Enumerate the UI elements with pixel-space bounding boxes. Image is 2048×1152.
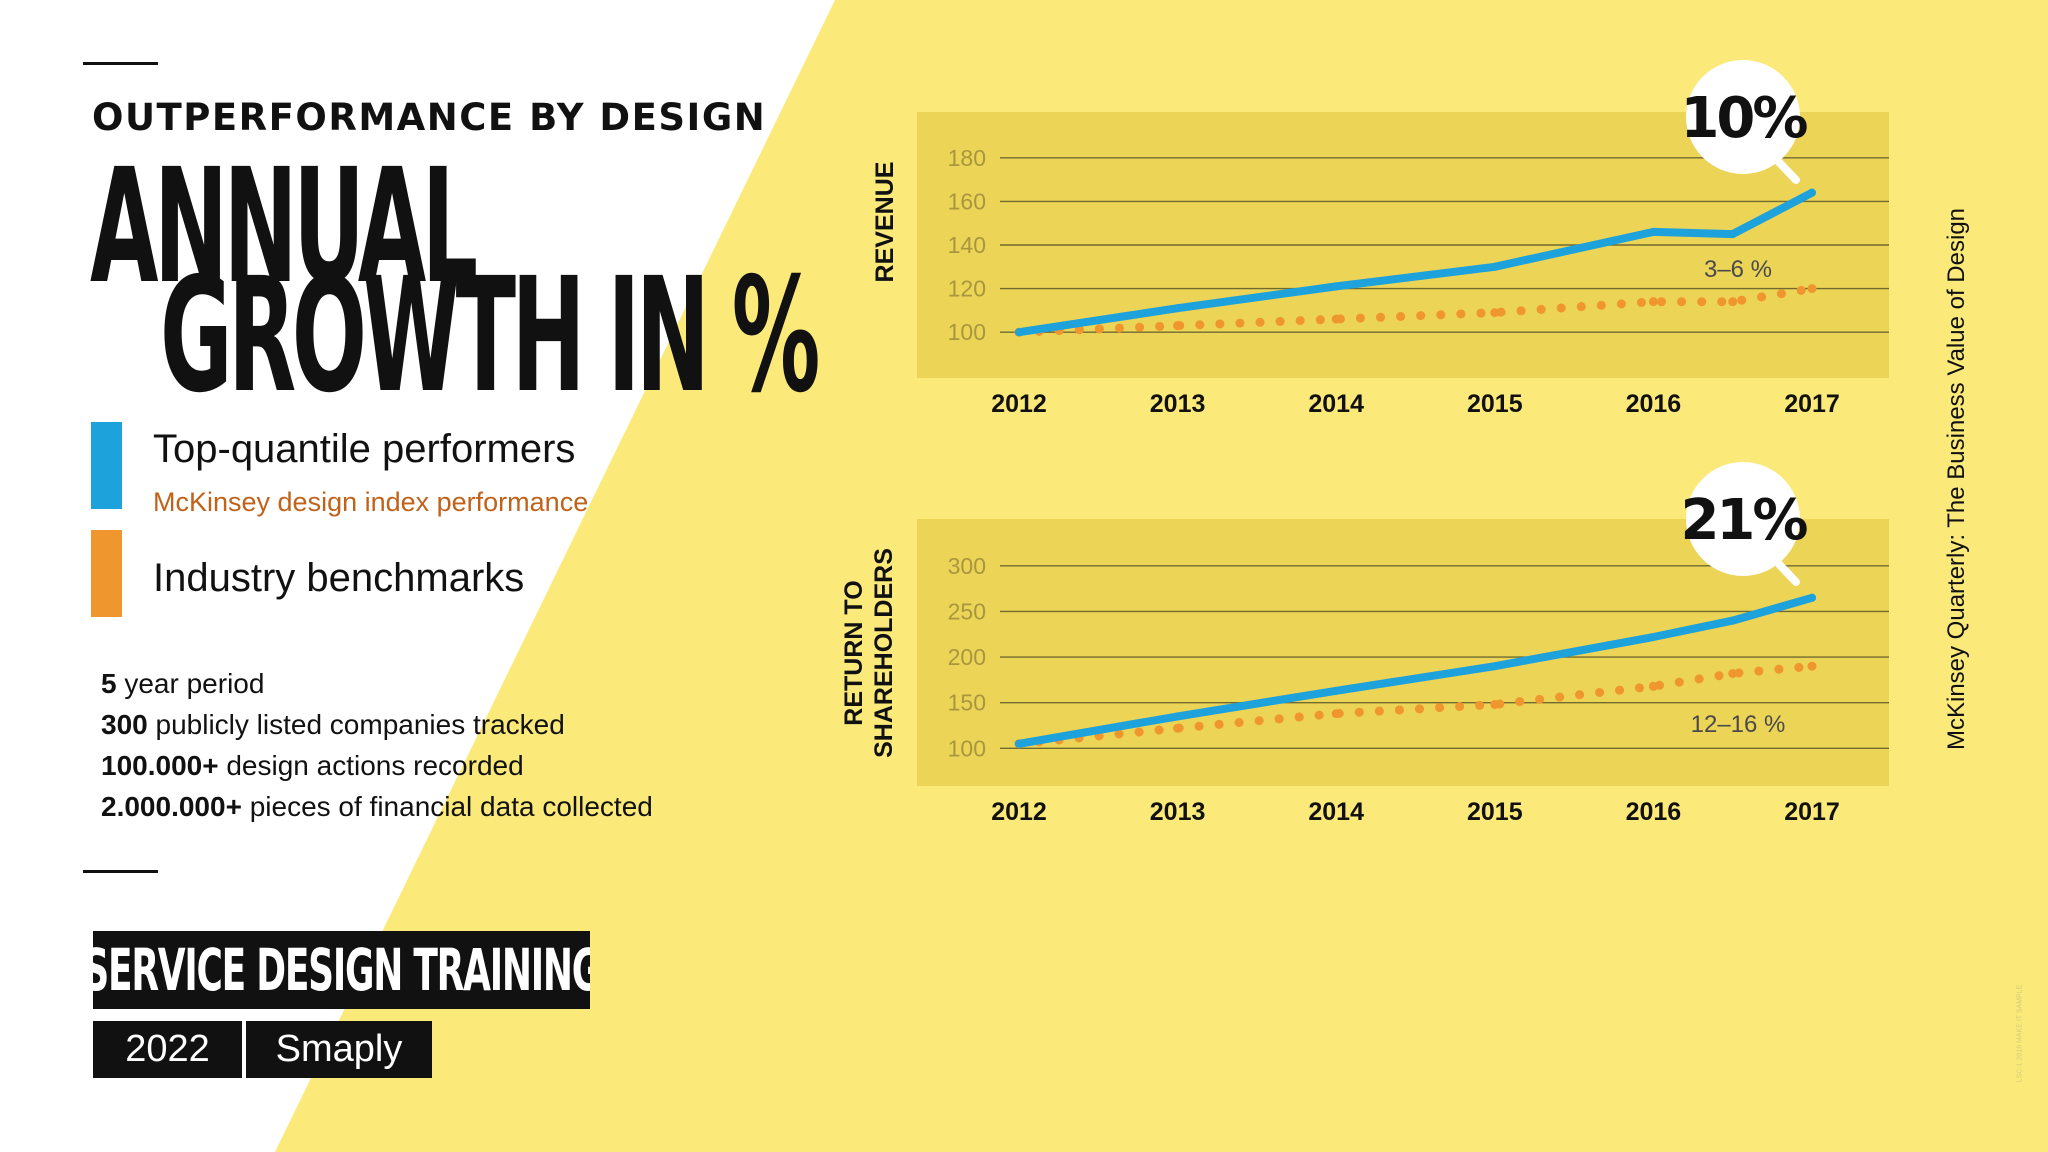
range-annotation: 3–6 % [1704, 256, 1772, 283]
badge-circle [1686, 462, 1800, 576]
data-point [1728, 297, 1738, 307]
y-tick-label: 160 [948, 188, 986, 214]
data-point [1490, 262, 1499, 271]
badge-handle [1771, 556, 1800, 586]
data-point [1648, 297, 1658, 307]
data-point [1332, 686, 1341, 695]
headline-line-1: ANNUAL [90, 135, 478, 319]
headline-line-2: GROWTH IN % [160, 244, 820, 428]
legend-label-top-performers: Top-quantile performers [153, 427, 576, 471]
training-title-box: SERVICE DESIGN TRAINING [93, 931, 590, 1009]
top-divider [83, 62, 158, 65]
y-tick-label: 150 [948, 690, 986, 716]
data-point [1728, 230, 1737, 239]
x-tick-label: 2015 [1467, 798, 1523, 826]
growth-badge-value: 21% [1680, 488, 1807, 553]
eyebrow-title: OUTPERFORMANCE BY DESIGN [92, 96, 767, 139]
legend-swatch-top-performers [91, 422, 122, 509]
legend-swatch-industry-benchmarks [91, 530, 122, 617]
x-tick-label: 2013 [1150, 390, 1206, 418]
legend-sublabel-design-index: McKinsey design index performance [153, 487, 589, 517]
data-point [1015, 739, 1023, 748]
stat-value: 300 [101, 709, 148, 740]
range-annotation: 12–16 % [1691, 711, 1786, 738]
data-point [1490, 662, 1499, 671]
data-point [1808, 188, 1816, 197]
x-tick-label: 2016 [1626, 390, 1682, 418]
data-point [1728, 668, 1738, 678]
bottom-divider [83, 870, 158, 873]
stat-value: 100.000+ [101, 750, 219, 781]
x-tick-label: 2013 [1150, 798, 1206, 826]
x-tick-label: 2012 [991, 390, 1047, 418]
stat-text: publicly listed companies tracked [155, 709, 565, 740]
x-tick-label: 2017 [1784, 390, 1840, 418]
data-point [1648, 681, 1658, 691]
stat-item: 2.000.000+ pieces of financial data coll… [101, 786, 653, 827]
stat-item: 5 year period [101, 663, 653, 704]
year-tag: 2022 [93, 1021, 242, 1078]
y-tick-label: 120 [948, 276, 986, 302]
y-tick-label: 140 [948, 232, 986, 258]
badge-handle [1771, 154, 1800, 184]
data-point [1331, 314, 1341, 324]
data-point [1808, 593, 1816, 602]
y-tick-label: 200 [948, 644, 986, 670]
data-point [1173, 321, 1183, 331]
y-axis-title-line: SHAREHOLDERS [870, 548, 898, 758]
y-tick-label: 250 [948, 598, 986, 624]
data-point [1332, 282, 1341, 291]
data-point [1807, 661, 1817, 671]
stat-text: design actions recorded [226, 750, 524, 781]
growth-badge-value: 10% [1680, 86, 1807, 151]
data-point [1331, 709, 1341, 719]
y-axis-title: RETURN TOSHAREHOLDERS [840, 548, 898, 758]
stat-text: year period [124, 668, 265, 699]
badge-circle [1686, 60, 1800, 174]
y-axis-title-line: RETURN TO [840, 580, 868, 725]
x-tick-label: 2017 [1784, 798, 1840, 826]
x-tick-label: 2014 [1308, 798, 1364, 826]
training-title: SERVICE DESIGN TRAINING [93, 936, 590, 1004]
data-point [1649, 632, 1658, 641]
data-point [1490, 308, 1500, 318]
data-point [1807, 284, 1817, 294]
y-tick-label: 100 [948, 735, 986, 761]
brand-tag: Smaply [246, 1021, 432, 1078]
stat-item: 100.000+ design actions recorded [101, 745, 653, 786]
y-tick-label: 300 [948, 553, 986, 579]
data-point [1490, 700, 1500, 710]
legend-label-industry-benchmarks: Industry benchmarks [153, 556, 525, 600]
stats-list: 5 year period 300 publicly listed compan… [101, 663, 653, 827]
x-tick-label: 2015 [1467, 390, 1523, 418]
y-axis-title: REVENUE [871, 162, 899, 283]
stat-value: 5 [101, 668, 117, 699]
x-tick-label: 2016 [1626, 798, 1682, 826]
data-point [1728, 616, 1737, 625]
stat-text: pieces of financial data collected [249, 791, 653, 822]
data-point [1173, 304, 1182, 313]
stat-item: 300 publicly listed companies tracked [101, 704, 653, 745]
x-tick-label: 2012 [991, 798, 1047, 826]
data-point [1015, 328, 1023, 337]
y-axis-title-line: REVENUE [871, 162, 899, 283]
y-tick-label: 100 [948, 319, 986, 345]
x-tick-label: 2014 [1308, 390, 1364, 418]
data-point [1173, 723, 1183, 733]
data-point [1649, 227, 1658, 236]
data-point [1173, 712, 1182, 721]
stat-value: 2.000.000+ [101, 791, 242, 822]
y-tick-label: 180 [948, 145, 986, 171]
